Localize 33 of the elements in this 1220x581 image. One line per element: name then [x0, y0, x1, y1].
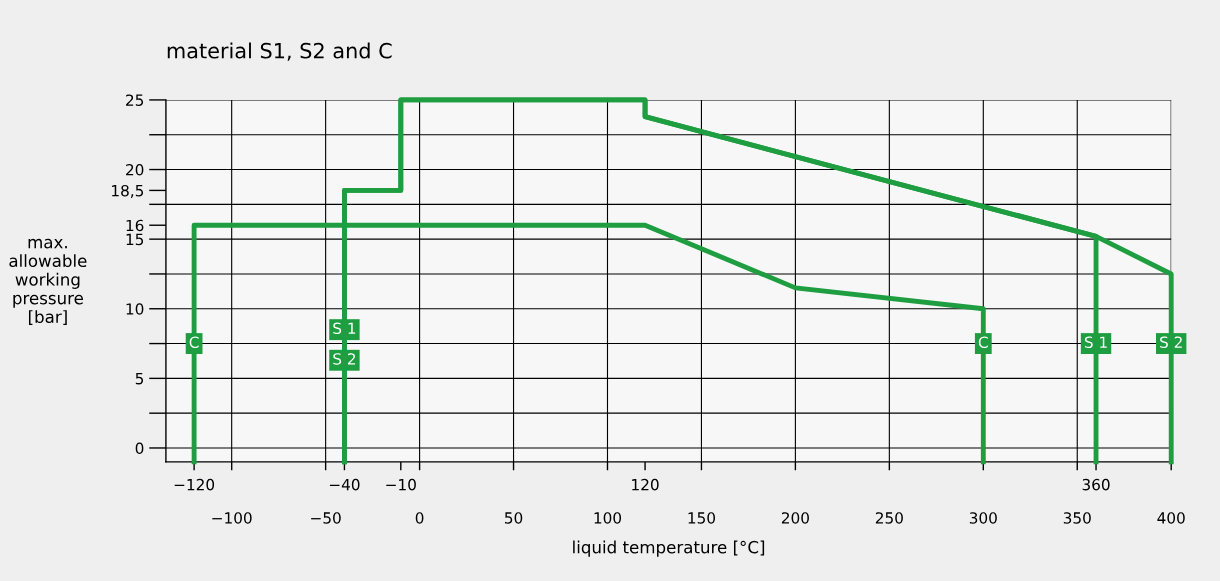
x2-tick-label: 360: [1082, 478, 1110, 491]
y-tick-label: 18,5: [112, 184, 144, 198]
y-axis-title: max. allowable working pressure [bar]: [9, 238, 87, 326]
x-axis-title: liquid temperature [°C]: [573, 540, 765, 557]
annotation: S 2: [333, 353, 356, 365]
y-tick-label: 10: [126, 303, 144, 315]
x-tick-label: −50: [311, 512, 341, 524]
annotation: S 2: [1160, 336, 1182, 348]
x-tick-label: 100: [594, 512, 622, 524]
x2-tick-label: −120: [174, 478, 215, 491]
y-tick-label: 25: [126, 94, 144, 106]
x-tick-label: −100: [212, 512, 252, 524]
y-tick-label: 16: [126, 219, 144, 232]
y-tick-label: 20: [126, 164, 144, 176]
y-tick-label: 5: [135, 373, 144, 385]
x-tick-label: 250: [875, 512, 903, 524]
x-tick-label: 200: [781, 512, 809, 524]
y-tick-label: 15: [126, 233, 144, 246]
x-tick-label: 150: [688, 512, 716, 524]
x2-tick-label: −40: [329, 478, 360, 491]
annotation: C: [189, 336, 199, 348]
x-tick-label: 400: [1157, 512, 1185, 524]
x-tick-label: 300: [969, 512, 997, 524]
x-tick-label: 0: [415, 512, 424, 524]
annotation: S 1: [1084, 336, 1107, 348]
y-tick-label: 0: [135, 442, 144, 454]
chart-title: material S1, S2 and C: [167, 42, 392, 61]
x2-tick-label: −10: [386, 478, 416, 491]
x2-tick-label: 120: [632, 478, 659, 491]
annotation: S 1: [333, 322, 356, 335]
x-tick-label: 350: [1063, 512, 1091, 524]
annotation: C: [978, 336, 988, 348]
x-tick-label: 50: [505, 512, 523, 524]
